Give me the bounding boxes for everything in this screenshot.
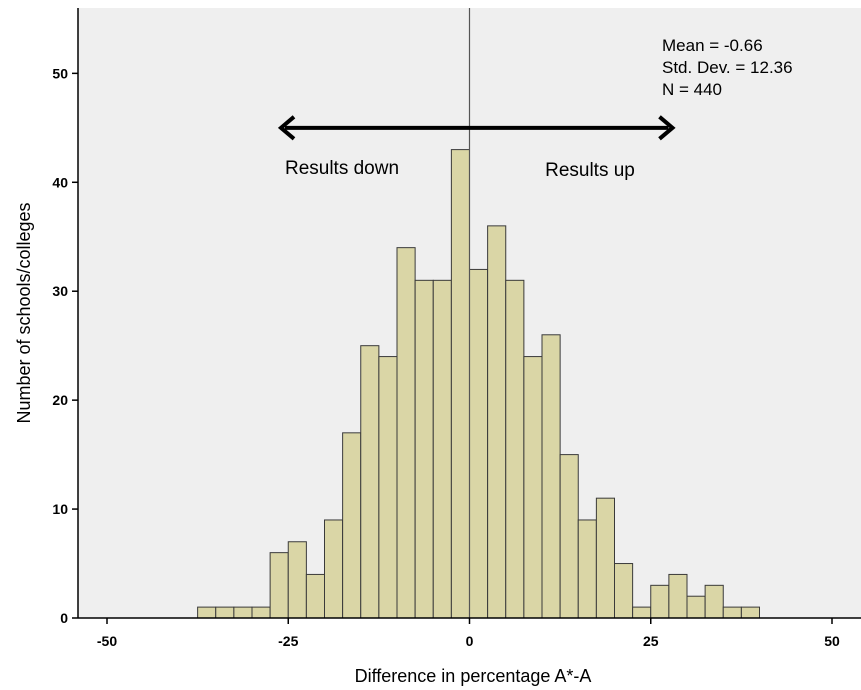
results-up-label: Results up bbox=[545, 160, 635, 181]
x-tick-label: 50 bbox=[824, 633, 840, 649]
histogram-bar bbox=[305, 573, 325, 619]
y-tick-label: 50 bbox=[52, 65, 68, 81]
x-tick-label: 0 bbox=[466, 633, 474, 649]
stats-box: Mean = -0.66 Std. Dev. = 12.36 N = 440 bbox=[662, 36, 793, 99]
x-axis-ticks: -50 -25 0 25 50 bbox=[97, 618, 840, 649]
histogram-bar bbox=[559, 454, 579, 619]
x-tick-label: 25 bbox=[643, 633, 659, 649]
histogram-bar bbox=[269, 552, 289, 619]
histogram-bar bbox=[396, 247, 416, 619]
histogram-bar bbox=[215, 606, 235, 619]
x-axis-title: Difference in percentage A*-A bbox=[355, 666, 592, 686]
histogram-bar bbox=[324, 519, 344, 619]
stats-std-dev: Std. Dev. = 12.36 bbox=[662, 58, 793, 77]
arrow-head-right-icon bbox=[658, 115, 676, 141]
histogram-bar bbox=[469, 268, 489, 619]
y-tick-label: 30 bbox=[52, 283, 68, 299]
histogram-bar bbox=[668, 573, 688, 619]
histogram-bar bbox=[287, 541, 307, 619]
histogram-bar bbox=[523, 356, 543, 619]
y-axis-ticks: 0 10 20 30 40 50 bbox=[52, 65, 78, 626]
histogram-bar bbox=[704, 584, 724, 619]
y-tick-label: 10 bbox=[52, 501, 68, 517]
x-tick-label: -25 bbox=[278, 633, 298, 649]
histogram-bar bbox=[233, 606, 253, 619]
results-down-label: Results down bbox=[285, 158, 399, 179]
histogram-bar bbox=[505, 279, 525, 619]
histogram-bar bbox=[197, 606, 217, 619]
direction-arrow bbox=[277, 115, 676, 141]
histogram-bar bbox=[686, 595, 706, 619]
histogram-bar bbox=[632, 606, 652, 619]
histogram-bar bbox=[650, 584, 670, 619]
histogram-bar bbox=[342, 432, 362, 619]
arrow-head-left-icon bbox=[277, 115, 296, 141]
stats-mean: Mean = -0.66 bbox=[662, 36, 763, 55]
stats-n: N = 440 bbox=[662, 80, 722, 99]
histogram-bar bbox=[577, 519, 597, 619]
histogram-bar bbox=[595, 497, 615, 619]
histogram-bar bbox=[251, 606, 271, 619]
histogram-bar bbox=[378, 356, 398, 619]
y-tick-label: 40 bbox=[52, 174, 68, 190]
histogram-bar bbox=[487, 225, 507, 619]
histogram-bar bbox=[722, 606, 742, 619]
histogram-bar bbox=[432, 279, 452, 619]
histogram-bar bbox=[740, 606, 760, 619]
histogram-bar bbox=[450, 149, 470, 619]
y-axis-title: Number of schools/colleges bbox=[14, 202, 34, 423]
histogram-bar bbox=[541, 334, 561, 619]
histogram-bar bbox=[614, 563, 634, 619]
histogram-bar bbox=[414, 279, 434, 619]
y-tick-label: 20 bbox=[52, 392, 68, 408]
histogram-bars bbox=[197, 149, 760, 619]
histogram-bar bbox=[360, 345, 380, 619]
y-tick-label: 0 bbox=[60, 610, 68, 626]
x-tick-label: -50 bbox=[97, 633, 117, 649]
